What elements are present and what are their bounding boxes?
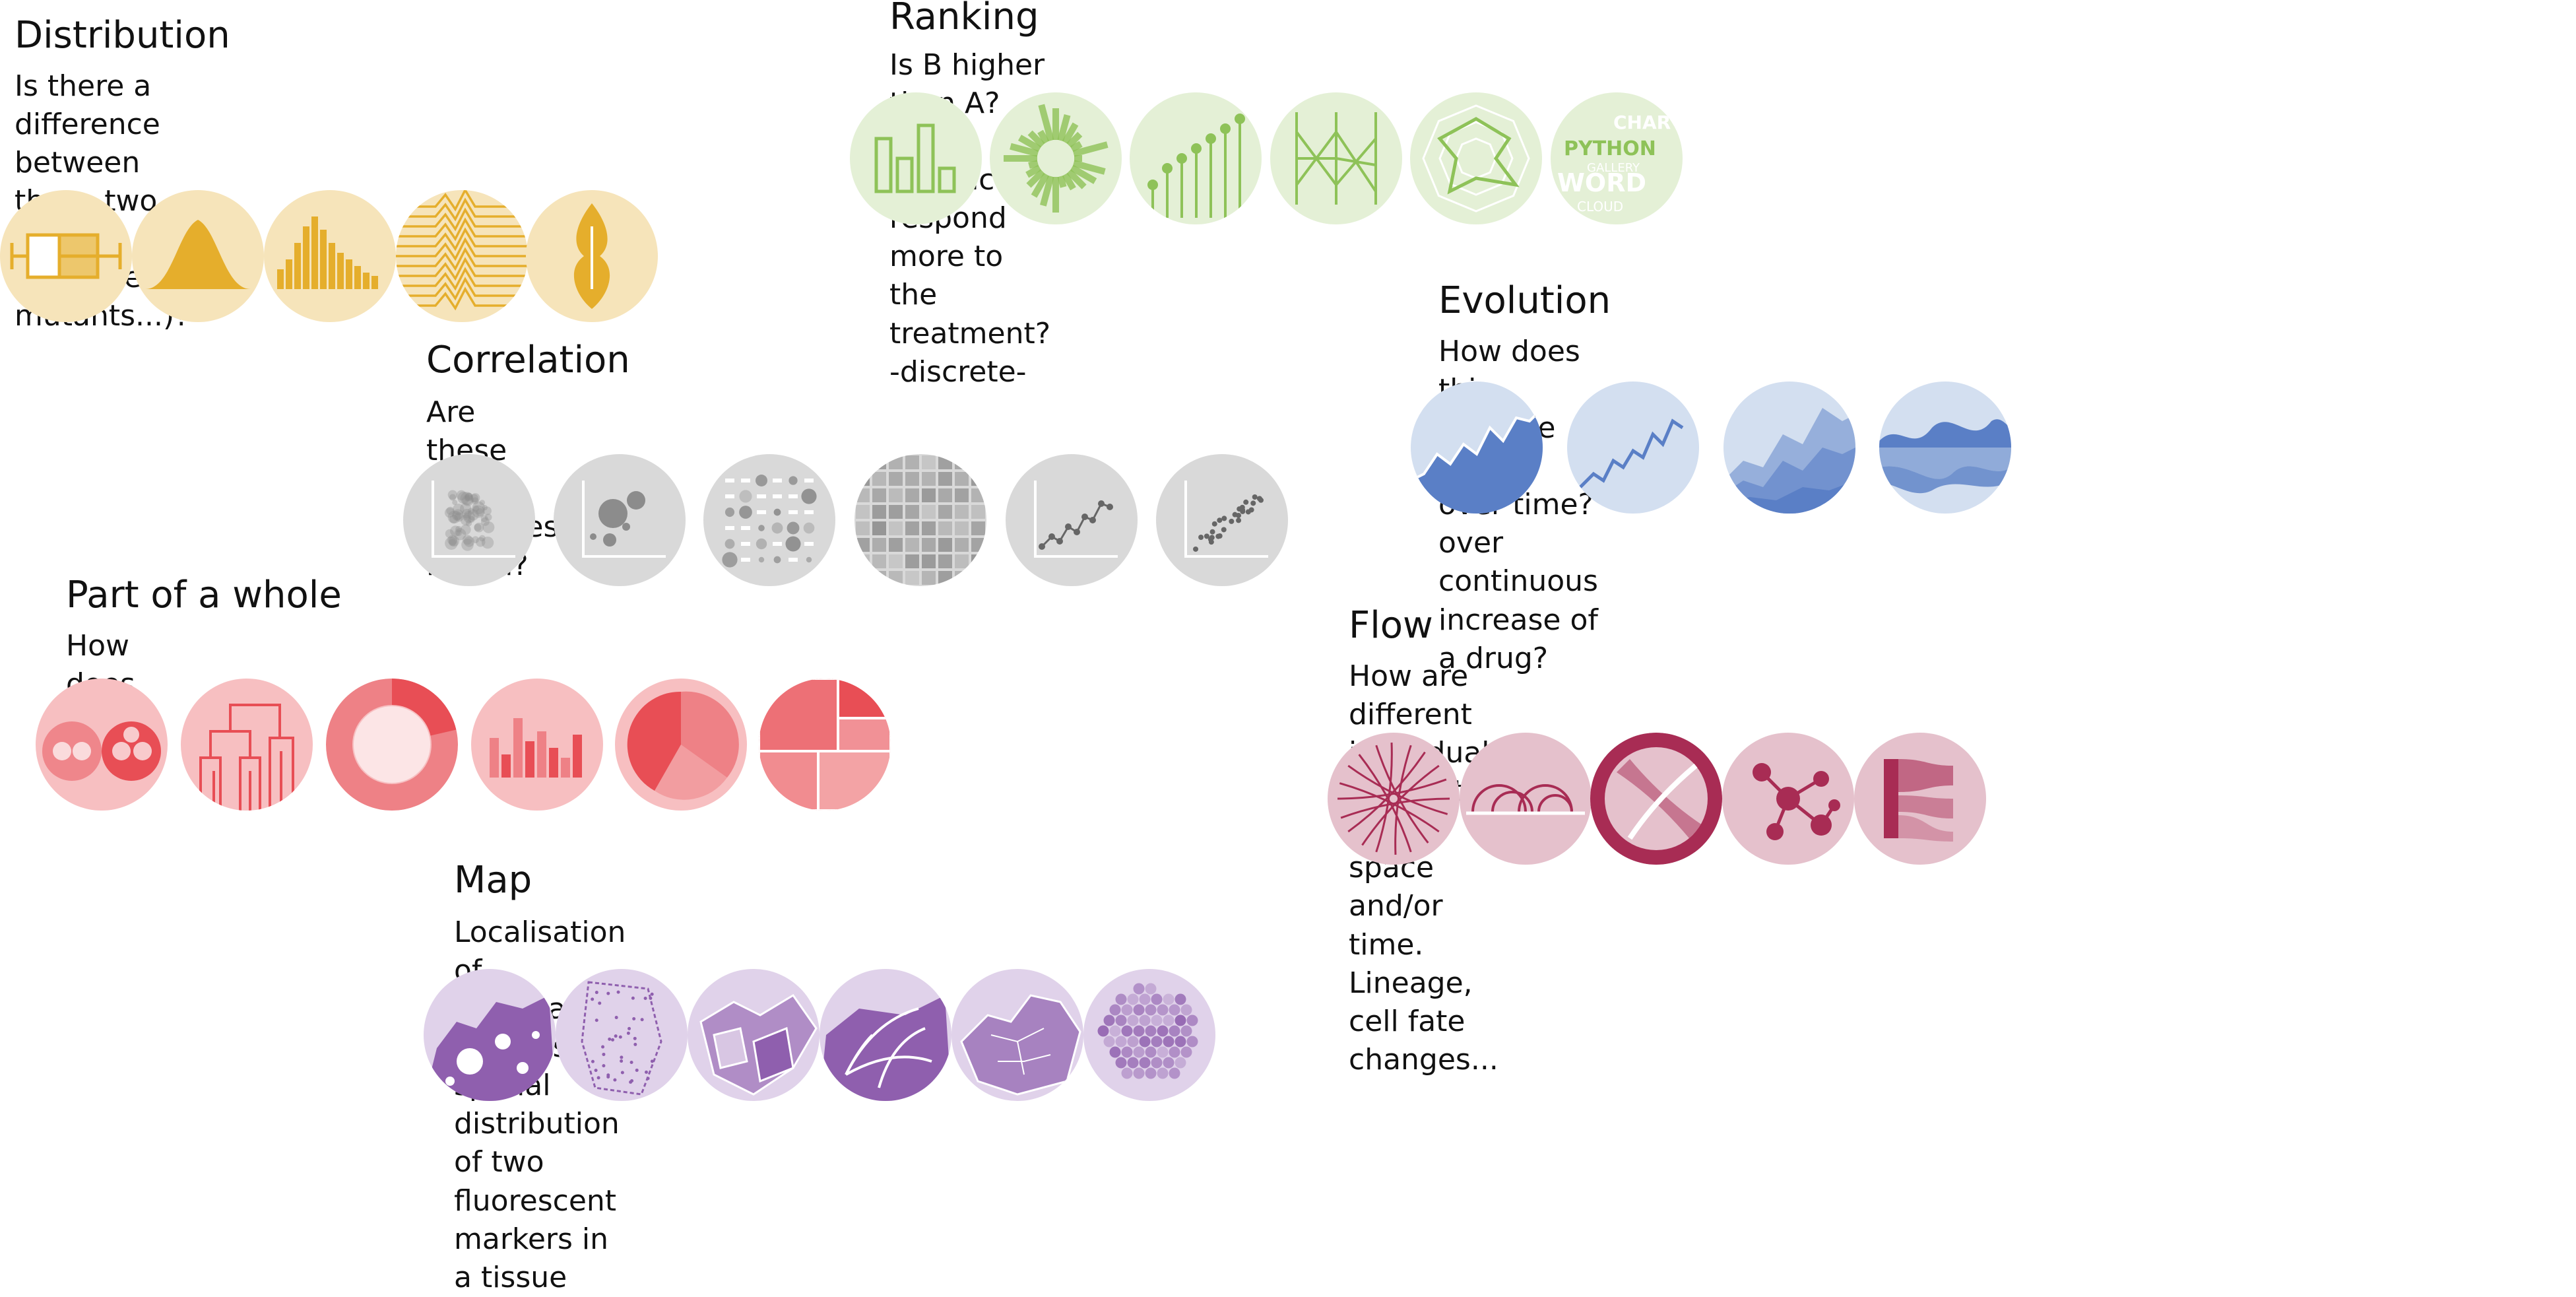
violin-icon xyxy=(526,190,658,322)
lollipop-icon xyxy=(1130,92,1262,224)
treemap-icon xyxy=(759,679,891,811)
bubble-map-icon xyxy=(424,969,556,1101)
chord-icon xyxy=(1590,733,1722,865)
circle-packing-icon xyxy=(36,679,168,811)
scatter-density-icon xyxy=(403,454,535,586)
wordcloud-icon: PYTHON WORD CHAR GALLERY CLOUD xyxy=(1551,92,1683,224)
parallel-plot-icon xyxy=(1270,92,1402,224)
section-title: Correlation xyxy=(426,339,630,382)
radar-chart-icon xyxy=(1410,92,1542,224)
density-icon xyxy=(132,190,264,322)
histogram-icon xyxy=(264,190,396,322)
section-description: How are different individuals connected … xyxy=(1349,659,1504,1077)
scatterplot-icon xyxy=(1156,454,1288,586)
section-title: Flow xyxy=(1349,604,1433,647)
boxplot-icon xyxy=(0,190,132,322)
donut-icon xyxy=(326,679,458,811)
streamgraph-icon xyxy=(1879,382,2011,514)
svg-text:CLOUD: CLOUD xyxy=(1577,199,1623,215)
section-title: Part of a whole xyxy=(66,574,342,616)
connected-scatter-icon xyxy=(1006,454,1138,586)
barplot-icon xyxy=(850,92,982,224)
choropleth-icon xyxy=(688,969,820,1101)
area-icon xyxy=(1411,382,1543,514)
dendrogram-icon xyxy=(181,679,313,811)
ridgeline-icon xyxy=(396,190,528,322)
svg-text:PYTHON: PYTHON xyxy=(1564,137,1656,160)
bubble-icon xyxy=(554,454,686,586)
circular-barplot-icon xyxy=(990,92,1122,224)
network-icon xyxy=(1722,733,1854,865)
background-map-icon xyxy=(556,969,688,1101)
line-icon xyxy=(1567,382,1699,514)
arc-diagram-icon xyxy=(1460,733,1592,865)
heatmap-icon xyxy=(854,454,986,586)
stacked-area-icon xyxy=(1723,382,1855,514)
edge-bundling-icon xyxy=(1328,733,1460,865)
correlogram-icon xyxy=(703,454,835,586)
section-title: Map xyxy=(454,859,532,902)
pie-icon xyxy=(615,679,747,811)
europe-map-icon xyxy=(951,969,1083,1101)
connection-map-icon xyxy=(820,969,951,1101)
grouped-bar-icon xyxy=(471,679,603,811)
sankey-icon xyxy=(1854,733,1986,865)
svg-text:CHAR: CHAR xyxy=(1613,112,1671,133)
section-title: Distribution xyxy=(15,14,230,57)
section-title: Evolution xyxy=(1438,279,1611,322)
hexbin-map-icon xyxy=(1083,969,1215,1101)
section-title: Ranking xyxy=(889,0,1039,38)
svg-text:GALLERY: GALLERY xyxy=(1587,161,1640,175)
svg-text:WORD: WORD xyxy=(1557,168,1646,197)
